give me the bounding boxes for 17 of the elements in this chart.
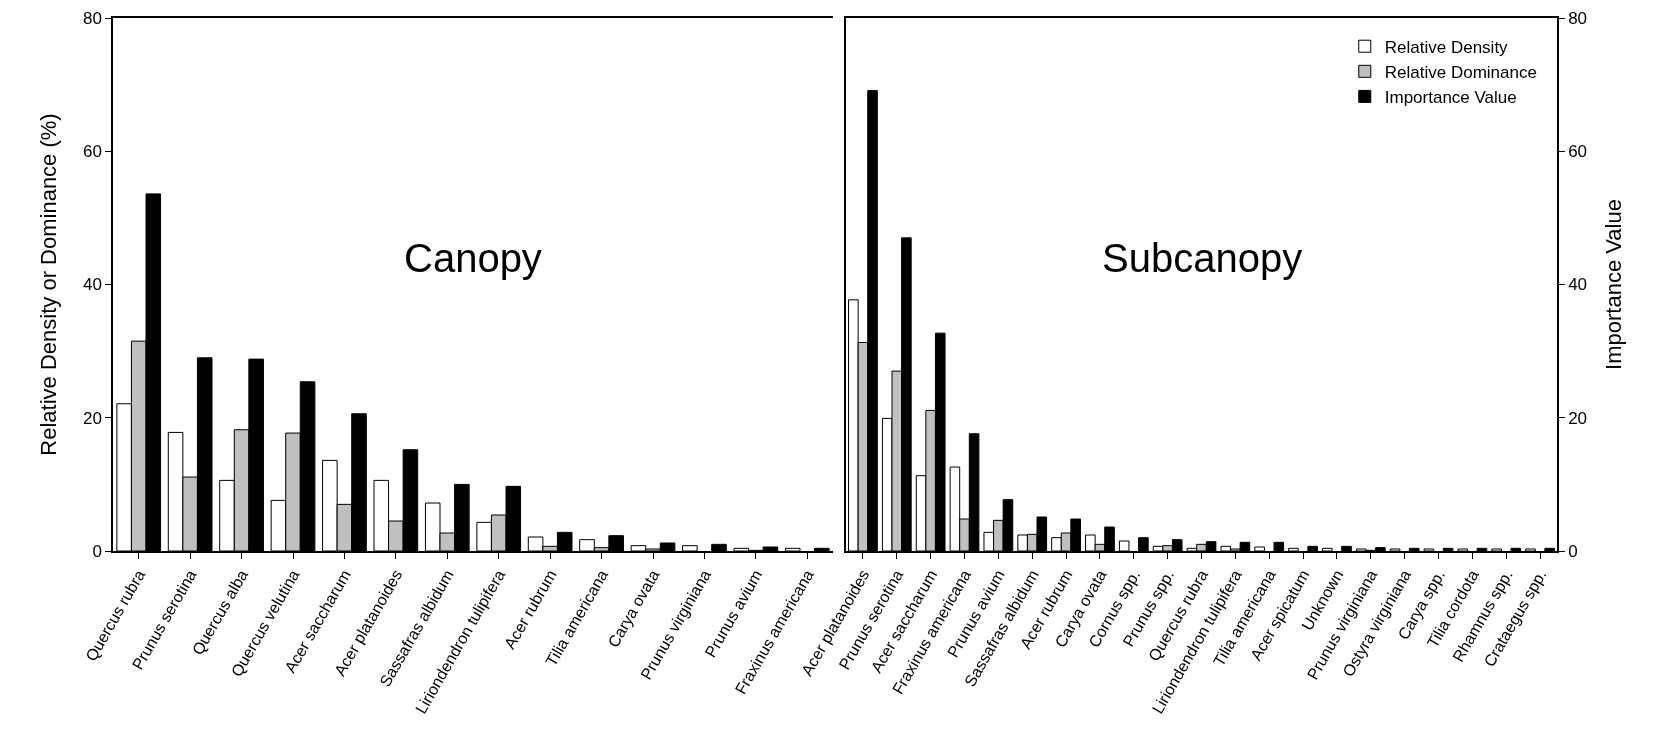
legend-label: Relative Dominance [1384, 62, 1537, 82]
y2-tick-label: 80 [1568, 8, 1588, 28]
y2-tick-label: 0 [1568, 541, 1578, 561]
y-axis-title: Relative Density or Dominance (%) [36, 113, 62, 456]
y2-tick-label: 20 [1568, 408, 1588, 428]
y-tick-label: 0 [92, 541, 102, 561]
y-tick-label: 60 [82, 142, 102, 162]
annotation: Subcanopy [1102, 236, 1303, 280]
y2-axis-title: Importance Value [1601, 199, 1627, 370]
y2-tick-label: 40 [1568, 275, 1588, 295]
y2-tick-label: 60 [1568, 142, 1588, 162]
legend-label: Relative Density [1384, 37, 1509, 57]
y-tick-label: 20 [82, 408, 102, 428]
y-tick-label: 40 [82, 275, 102, 295]
legend-label: Importance Value [1384, 88, 1517, 108]
y-tick-label: 80 [82, 8, 102, 28]
annotation: Canopy [404, 236, 542, 280]
